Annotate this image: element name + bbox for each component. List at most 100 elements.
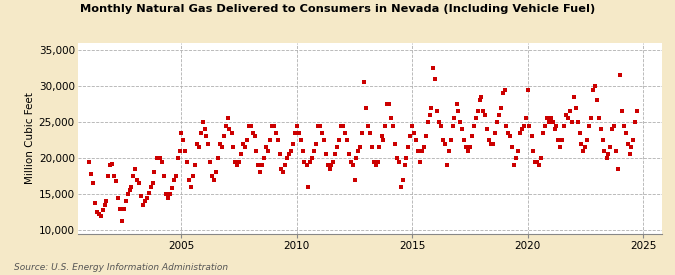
Point: [432, 109, 443, 113]
Point: [142, 196, 153, 200]
Point: [232, 163, 243, 167]
Point: [195, 131, 206, 135]
Point: [487, 141, 498, 146]
Point: [313, 123, 323, 128]
Point: [351, 156, 362, 160]
Point: [476, 95, 487, 99]
Point: [234, 160, 244, 164]
Point: [613, 167, 624, 171]
Point: [628, 138, 639, 142]
Point: [564, 109, 575, 113]
Point: [103, 174, 113, 178]
Point: [397, 177, 408, 182]
Point: [522, 87, 533, 92]
Point: [281, 156, 292, 160]
Point: [143, 191, 154, 195]
Point: [620, 131, 631, 135]
Point: [551, 123, 562, 128]
Point: [464, 145, 475, 149]
Point: [616, 109, 627, 113]
Point: [599, 148, 610, 153]
Point: [367, 145, 377, 149]
Point: [424, 112, 435, 117]
Point: [124, 188, 135, 193]
Point: [557, 138, 568, 142]
Point: [555, 145, 566, 149]
Point: [593, 116, 604, 120]
Point: [532, 160, 543, 164]
Point: [568, 95, 579, 99]
Point: [126, 185, 137, 189]
Point: [249, 134, 260, 139]
Point: [340, 131, 350, 135]
Point: [220, 123, 231, 128]
Point: [307, 156, 318, 160]
Point: [326, 163, 337, 167]
Point: [263, 148, 273, 153]
Point: [93, 212, 104, 216]
Point: [423, 120, 433, 124]
Point: [349, 177, 360, 182]
Point: [319, 138, 329, 142]
Point: [586, 116, 597, 120]
Point: [163, 196, 173, 200]
Point: [360, 105, 371, 110]
Point: [591, 98, 602, 103]
Point: [184, 177, 194, 182]
Point: [324, 167, 335, 171]
Point: [561, 112, 572, 117]
Point: [451, 102, 462, 106]
Point: [278, 170, 289, 175]
Point: [130, 167, 140, 171]
Point: [303, 185, 314, 189]
Text: Source: U.S. Energy Information Administration: Source: U.S. Energy Information Administ…: [14, 263, 227, 272]
Point: [88, 181, 99, 185]
Point: [462, 148, 473, 153]
Point: [545, 116, 556, 120]
Point: [484, 138, 495, 142]
Point: [607, 127, 618, 131]
Point: [247, 131, 258, 135]
Point: [457, 127, 468, 131]
Point: [371, 163, 381, 167]
Point: [403, 145, 414, 149]
Point: [399, 163, 410, 167]
Point: [412, 148, 423, 153]
Point: [374, 145, 385, 149]
Point: [149, 170, 160, 175]
Point: [507, 145, 518, 149]
Point: [394, 160, 404, 164]
Point: [190, 163, 200, 167]
Point: [305, 160, 316, 164]
Point: [407, 123, 418, 128]
Point: [101, 199, 112, 204]
Point: [176, 131, 187, 135]
Point: [345, 160, 356, 164]
Point: [470, 116, 481, 120]
Point: [408, 131, 419, 135]
Point: [441, 163, 452, 167]
Point: [382, 102, 393, 106]
Point: [601, 156, 612, 160]
Point: [378, 138, 389, 142]
Point: [372, 160, 383, 164]
Point: [520, 116, 531, 120]
Point: [559, 123, 570, 128]
Point: [578, 148, 589, 153]
Point: [582, 138, 593, 142]
Point: [572, 120, 583, 124]
Point: [495, 105, 506, 110]
Point: [153, 156, 164, 160]
Point: [468, 123, 479, 128]
Point: [437, 138, 448, 142]
Point: [197, 120, 208, 124]
Point: [453, 109, 464, 113]
Point: [288, 141, 298, 146]
Point: [188, 174, 198, 178]
Point: [192, 141, 202, 146]
Point: [632, 109, 643, 113]
Point: [449, 116, 460, 120]
Point: [136, 193, 146, 198]
Point: [475, 98, 485, 103]
Point: [328, 160, 339, 164]
